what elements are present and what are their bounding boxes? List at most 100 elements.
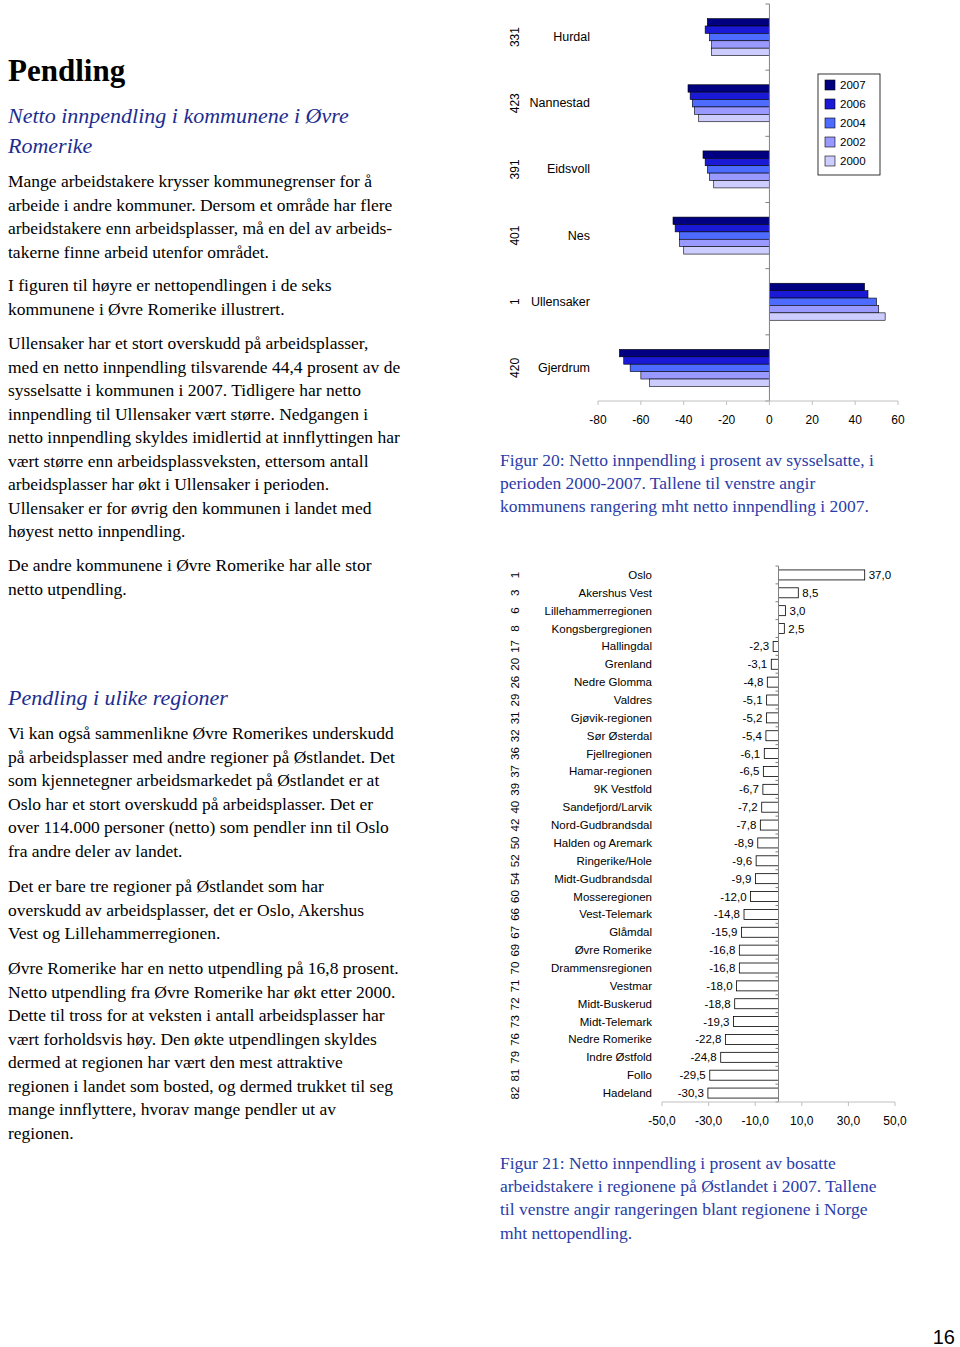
paragraph-line: arbeidstakere enn arbeidsplasser, må en … xyxy=(8,218,392,238)
data-label: -22,8 xyxy=(695,1033,721,1045)
data-label: -16,8 xyxy=(709,962,735,974)
bar xyxy=(684,247,770,254)
paragraph-line: fra andre deler av landet. xyxy=(8,841,182,861)
rank-label: 32 xyxy=(509,729,521,742)
page-number: 16 xyxy=(933,1326,955,1347)
rank-label: 40 xyxy=(509,801,521,814)
tick-mark xyxy=(801,1102,802,1106)
figure-caption: Figur 20: Netto innpendling i prosent av… xyxy=(500,450,874,470)
data-label: -12,0 xyxy=(720,891,746,903)
bar xyxy=(699,114,770,121)
legend-box xyxy=(818,74,880,175)
category-tick xyxy=(776,834,779,835)
bar xyxy=(709,173,769,180)
bar xyxy=(692,100,769,107)
section-heading: Netto innpendling i kommunene i Øvre xyxy=(7,103,349,128)
tick-label: -60 xyxy=(632,413,650,427)
tick-mark xyxy=(598,401,599,405)
bar xyxy=(675,224,769,231)
category-tick xyxy=(776,637,779,638)
category-label: Sandefjord/Larvik xyxy=(563,801,653,813)
paragraph-line: Netto utpendling fra Øvre Romerike har ø… xyxy=(8,982,395,1002)
paragraph-line: netto innpendling skyldes imidlertid at … xyxy=(8,427,400,447)
bar xyxy=(769,298,876,305)
paragraph-line: arbeide i andre kommuner. Dersom et områ… xyxy=(8,195,393,215)
legend-label: 2006 xyxy=(840,98,866,110)
rank-label: 67 xyxy=(509,926,521,939)
legend-label: 2000 xyxy=(840,155,866,167)
tick-label: 60 xyxy=(891,413,905,427)
rank-label: 82 xyxy=(509,1087,521,1100)
bar xyxy=(769,305,878,312)
category-label: Øvre Romerike xyxy=(575,944,652,956)
bar xyxy=(762,802,779,812)
page: PendlingNetto innpendling i kommunene i … xyxy=(0,0,960,1347)
category-label: Ullensaker xyxy=(531,295,590,309)
rank-label: 72 xyxy=(509,997,521,1010)
tick-mark xyxy=(662,1102,663,1106)
paragraph-line: Ullensaker er for øvrig den kommunen i l… xyxy=(8,498,372,518)
bar xyxy=(739,945,778,955)
rank-label: 20 xyxy=(509,658,521,671)
data-label: 3,0 xyxy=(789,605,805,617)
category-tick xyxy=(776,708,779,709)
chart-municipalities: -80-60-40-200204060Hurdal331Nannestad423… xyxy=(508,4,905,427)
paragraph-line: over 114.000 personer (netto) som pendle… xyxy=(8,817,389,837)
section-heading: Romerike xyxy=(7,133,93,158)
bar xyxy=(619,349,769,356)
category-tick xyxy=(765,268,769,269)
category-label: Nannestad xyxy=(530,96,591,110)
rank-label: 31 xyxy=(509,711,521,724)
paragraph-line: som kjennetegner arbeidsmarkedet på Østl… xyxy=(8,770,379,790)
category-tick xyxy=(776,941,779,942)
category-tick xyxy=(776,762,779,763)
legend-swatch xyxy=(825,156,835,166)
category-tick xyxy=(776,619,779,620)
rank-label: 8 xyxy=(509,625,521,631)
category-label: Glåmdal xyxy=(609,926,652,938)
data-label: -5,1 xyxy=(743,694,763,706)
legend-swatch xyxy=(825,80,835,90)
tick-mark xyxy=(755,1102,756,1106)
paragraph-line: dermed at regionen har vært den mest att… xyxy=(8,1052,343,1072)
rank-label: 73 xyxy=(509,1015,521,1028)
category-label: Mosseregionen xyxy=(573,891,652,903)
category-tick xyxy=(765,136,769,137)
figure-caption: til venstre angir rangeringen blant regi… xyxy=(500,1199,868,1219)
figure-caption: Figur 21: Netto innpendling i prosent av… xyxy=(500,1153,836,1173)
category-label: Fjellregionen xyxy=(586,748,652,760)
category-label: Indre Østfold xyxy=(586,1051,652,1063)
category-tick xyxy=(765,334,769,335)
category-label: Gjerdrum xyxy=(538,361,590,375)
paragraph-line: Vest og Lillehammerregionen. xyxy=(8,923,220,943)
tick-mark xyxy=(683,401,684,405)
tick-label: 0 xyxy=(766,413,773,427)
bar xyxy=(705,158,769,165)
bar xyxy=(769,291,868,298)
value-axis xyxy=(662,1102,895,1103)
bar xyxy=(721,1052,779,1062)
category-tick xyxy=(776,726,779,727)
data-label: -29,5 xyxy=(680,1069,706,1081)
tick-mark xyxy=(708,1102,709,1106)
paragraph-line: vært forholdsvis høy. Den økte utpendlin… xyxy=(8,1029,377,1049)
rank-label: 76 xyxy=(509,1033,521,1046)
legend-swatch xyxy=(825,99,835,109)
rank-label: 81 xyxy=(509,1069,521,1082)
rank-label: 6 xyxy=(509,607,521,613)
section-heading: Pendling i ulike regioner xyxy=(7,685,228,710)
paragraph-line: regionen i landet som bosted, og dermed … xyxy=(8,1076,393,1096)
bar xyxy=(703,151,769,158)
category-tick xyxy=(776,780,779,781)
rank-label: 42 xyxy=(509,819,521,832)
data-label: -6,7 xyxy=(739,783,759,795)
bar xyxy=(771,659,778,669)
figure-caption: kommunens rangering mht netto innpendlin… xyxy=(500,496,869,516)
bar xyxy=(760,820,778,830)
paragraph-line: Dette til tross for at veksten i antall … xyxy=(8,1005,385,1025)
category-tick xyxy=(776,601,779,602)
data-label: -8,9 xyxy=(734,837,754,849)
category-tick xyxy=(765,70,769,71)
bar xyxy=(758,838,779,848)
data-label: -9,9 xyxy=(732,873,752,885)
